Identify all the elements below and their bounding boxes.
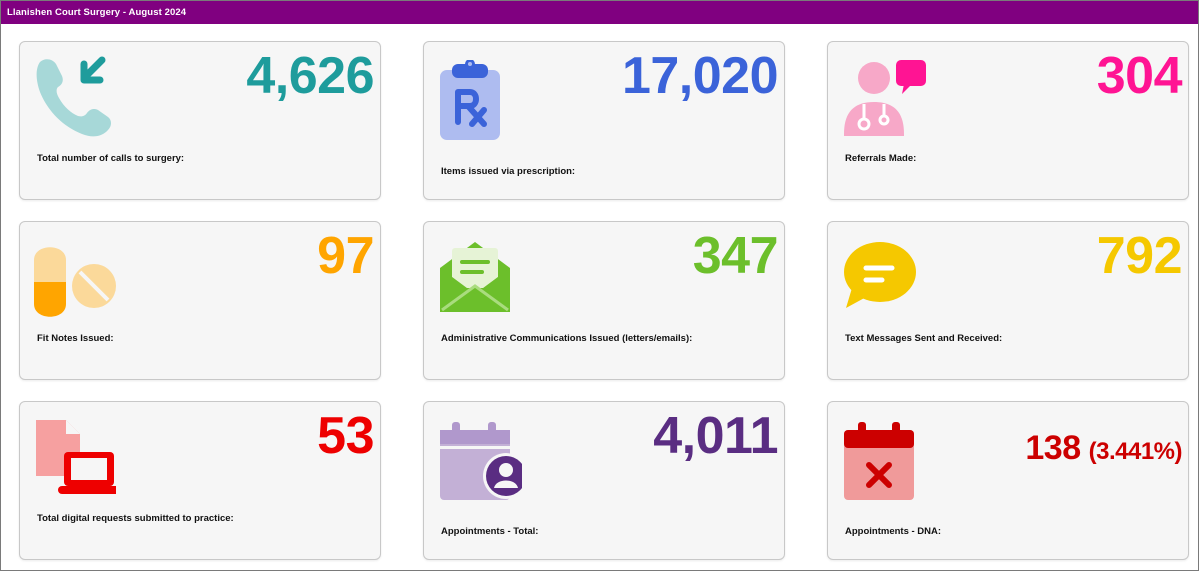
- calls-value: 4,626: [246, 47, 374, 105]
- prescriptions-label: Items issued via prescription:: [441, 166, 576, 177]
- phone-incoming-icon: [32, 54, 116, 138]
- appointments-total-label: Appointments - Total:: [441, 526, 539, 537]
- dna-count: 138: [1025, 429, 1081, 467]
- admin-comms-value: 347: [692, 227, 779, 285]
- doctor-chat-icon: [842, 58, 926, 142]
- fit-notes-label: Fit Notes Issued:: [37, 333, 114, 344]
- dna-percentage: (3.441%): [1088, 438, 1183, 465]
- card-digital-requests: 53 Total digital requests submitted to p…: [19, 401, 381, 560]
- pills-icon: [32, 242, 116, 326]
- digital-requests-value: 53: [317, 407, 374, 465]
- open-envelope-icon: [438, 234, 522, 318]
- prescriptions-value: 17,020: [621, 47, 779, 105]
- calendar-cross-icon: [842, 420, 926, 504]
- appointments-dna-label: Appointments - DNA:: [845, 526, 942, 537]
- admin-comms-label: Administrative Communications Issued (le…: [441, 333, 693, 344]
- speech-bubble-icon: [842, 240, 926, 324]
- card-referrals: 304 Referrals Made:: [827, 41, 1189, 200]
- calls-label: Total number of calls to surgery:: [37, 153, 185, 164]
- card-appointments-dna: 138 (3.441%) Appointments - DNA:: [827, 401, 1189, 560]
- card-admin-comms: 347 Administrative Communications Issued…: [423, 221, 785, 380]
- appointments-dna-value: 138 (3.441%): [1025, 420, 1182, 474]
- digital-requests-label: Total digital requests submitted to prac…: [37, 513, 234, 524]
- referrals-value: 304: [1096, 47, 1183, 105]
- referrals-label: Referrals Made:: [845, 153, 917, 164]
- dashboard-title: Llanishen Court Surgery - August 2024: [1, 1, 1198, 24]
- appointments-total-value: 4,011: [653, 407, 778, 465]
- card-calls: 4,626 Total number of calls to surgery:: [19, 41, 381, 200]
- card-fit-notes: 97 Fit Notes Issued:: [19, 221, 381, 380]
- card-appointments-total: 4,011 Appointments - Total:: [423, 401, 785, 560]
- text-messages-value: 792: [1096, 227, 1183, 285]
- fit-notes-value: 97: [317, 227, 374, 285]
- card-prescriptions: 17,020 Items issued via prescription:: [423, 41, 785, 200]
- text-messages-label: Text Messages Sent and Received:: [845, 333, 1003, 344]
- document-laptop-icon: [32, 418, 116, 502]
- card-text-messages: 792 Text Messages Sent and Received:: [827, 221, 1189, 380]
- prescription-clipboard-icon: [436, 60, 520, 144]
- calendar-user-icon: [438, 420, 522, 504]
